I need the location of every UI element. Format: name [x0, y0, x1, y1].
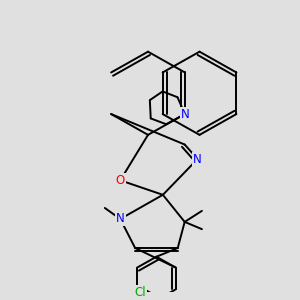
Text: N: N — [116, 212, 125, 226]
Text: Cl: Cl — [134, 286, 146, 299]
Text: N: N — [181, 108, 189, 121]
Text: N: N — [193, 152, 202, 166]
Text: O: O — [116, 174, 125, 187]
